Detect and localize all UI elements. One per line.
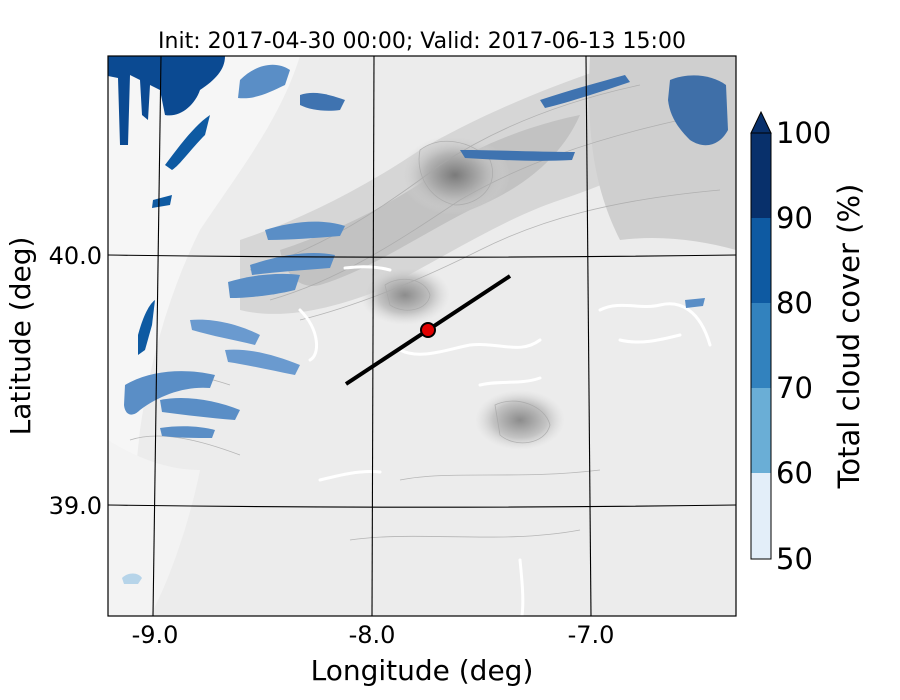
y-axis-label: Latitude (deg) [4, 237, 37, 436]
colorbar-tick-label: 90 [776, 201, 813, 235]
parallel-39 [108, 504, 736, 508]
meridian-minus-8 [371, 56, 375, 616]
cloud-e-small [685, 298, 705, 308]
meridian-minus-7 [585, 56, 592, 616]
cloud-band-8 [190, 319, 260, 345]
cloud-band-10 [124, 371, 215, 415]
cloud-nw-streak [165, 115, 210, 170]
peak-secondary [360, 265, 450, 325]
x-tick-label: -8.0 [349, 621, 396, 649]
cloud-ne-block [668, 75, 728, 146]
location-marker [420, 322, 436, 338]
colorbar-bin [751, 133, 771, 218]
colorbar-bin [751, 388, 771, 473]
cloud-band-4 [460, 150, 575, 161]
cloud-band-11 [160, 398, 240, 420]
y-tick-label: 39.0 [49, 492, 102, 520]
x-tick-label: -7.0 [568, 621, 615, 649]
cloud-w-coast [138, 300, 155, 355]
colorbar-tick-label: 80 [776, 286, 813, 320]
cloud-cover-field [108, 56, 728, 584]
colorbar-tick-label: 50 [776, 542, 813, 576]
colorbar-tick-label: 70 [776, 371, 813, 405]
colorbar-extend-arrow [750, 110, 772, 134]
cloud-band-2 [300, 92, 345, 111]
graticule [108, 56, 736, 616]
cloud-sw-tiny [122, 573, 142, 584]
cloud-w-small [152, 195, 172, 208]
y-tick-label: 40.0 [49, 242, 102, 270]
colorbar-tick-label: 100 [776, 116, 831, 150]
colorbar-tick-label: 60 [776, 456, 813, 490]
cloud-band-12 [160, 426, 215, 438]
plot-frame [107, 55, 737, 617]
x-tick-label: -9.0 [132, 621, 179, 649]
meridian-minus-9 [152, 56, 162, 616]
parallel-40 [108, 254, 736, 258]
colorbar-bin [751, 303, 771, 388]
plot-area [108, 56, 736, 616]
colorbar-bin [751, 473, 771, 559]
cloud-nw-block [108, 56, 225, 145]
coastal-lowland [108, 56, 300, 616]
cloud-band-3 [540, 75, 630, 108]
cloud-band-9 [225, 349, 300, 375]
terrain-contours [129, 84, 721, 541]
colorbar: 100 90 80 70 60 50 Total cloud cover (%) [750, 110, 866, 576]
map-title: Init: 2017-04-30 00:00; Valid: 2017-06-1… [158, 29, 686, 54]
x-axis-label: Longitude (deg) [311, 654, 534, 687]
cloud-band-1 [238, 64, 290, 99]
cloud-band-6 [250, 253, 335, 275]
colorbar-label: Total cloud cover (%) [832, 184, 866, 490]
colorbar-frame [750, 132, 772, 560]
peak-south [475, 390, 565, 450]
cloud-band-5 [265, 221, 345, 240]
colorbar-bin [751, 218, 771, 303]
rivers [298, 265, 712, 616]
cloud-band-7 [228, 273, 300, 298]
